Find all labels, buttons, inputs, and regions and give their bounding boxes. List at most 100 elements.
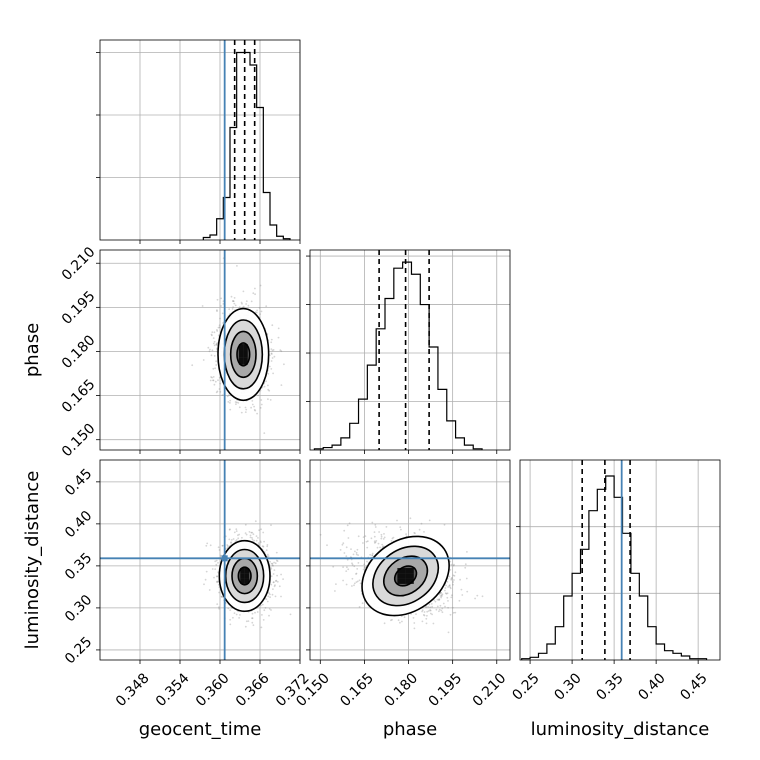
sample-point	[240, 301, 243, 304]
sample-point	[465, 577, 468, 580]
sample-point	[423, 611, 426, 613]
sample-point	[250, 531, 253, 534]
density-peak	[244, 568, 250, 574]
sample-point	[213, 576, 215, 579]
x-axis-label-geocent_time: geocent_time	[139, 719, 262, 740]
sample-point	[381, 545, 384, 548]
sample-point	[244, 406, 247, 409]
sample-point	[237, 402, 240, 404]
sample-point	[271, 593, 274, 596]
sample-point	[434, 600, 437, 603]
histogram-step	[521, 475, 708, 660]
sample-point	[413, 532, 416, 534]
sample-point	[425, 617, 428, 620]
sample-point	[202, 359, 205, 361]
sample-point	[213, 344, 216, 347]
sample-point	[259, 313, 261, 315]
sample-point	[430, 603, 433, 605]
sample-point	[228, 538, 231, 541]
sample-point	[447, 606, 449, 609]
sample-point	[253, 539, 256, 542]
scatter-points	[191, 257, 285, 434]
sample-point	[454, 571, 457, 574]
sample-point	[217, 334, 220, 337]
sample-point	[212, 367, 215, 370]
sample-point	[272, 372, 274, 375]
sample-point	[232, 300, 234, 302]
sample-point	[205, 544, 208, 547]
sample-point	[219, 317, 221, 320]
sample-point	[220, 596, 223, 598]
histogram-step	[202, 51, 291, 240]
sample-point	[250, 300, 253, 303]
sample-point	[270, 368, 273, 370]
sample-point	[449, 613, 452, 616]
sample-point	[255, 311, 258, 314]
density-peak	[238, 357, 244, 365]
sample-point	[350, 548, 352, 550]
sample-point	[216, 329, 218, 331]
sample-point	[204, 578, 207, 581]
sample-point	[357, 554, 359, 556]
sample-point	[359, 582, 362, 585]
sample-point	[232, 538, 235, 540]
sample-point	[216, 309, 218, 311]
sample-point	[216, 603, 219, 605]
sample-point	[244, 523, 247, 526]
sample-point	[347, 568, 350, 571]
sample-point	[268, 389, 271, 392]
sample-point	[233, 612, 236, 614]
sample-point	[251, 617, 253, 620]
sample-point	[444, 605, 446, 608]
sample-point	[218, 591, 221, 594]
sample-point	[326, 544, 328, 547]
sample-point	[238, 617, 241, 619]
sample-point	[450, 563, 453, 566]
sample-point	[356, 568, 359, 570]
sample-point	[227, 401, 230, 403]
sample-point	[214, 380, 217, 383]
sample-point	[255, 535, 258, 537]
sample-point	[342, 542, 345, 545]
sample-point	[452, 583, 454, 586]
sample-point	[277, 336, 280, 339]
sample-point	[351, 585, 353, 587]
sample-point	[206, 542, 209, 545]
sample-point	[268, 365, 271, 368]
sample-point	[272, 588, 274, 590]
sample-point	[229, 399, 232, 402]
sample-point	[431, 605, 433, 608]
sample-point	[218, 606, 220, 608]
sample-point	[280, 573, 282, 576]
sample-point	[218, 324, 221, 327]
sample-point	[218, 607, 221, 610]
sample-point	[392, 536, 395, 539]
sample-point	[265, 305, 268, 308]
sample-point	[426, 610, 429, 613]
sample-point	[208, 350, 211, 353]
sample-point	[366, 560, 368, 563]
scatter-points	[319, 517, 484, 634]
sample-point	[254, 293, 256, 296]
sample-point	[274, 595, 277, 598]
sample-point	[412, 617, 415, 619]
sample-point	[345, 555, 348, 558]
sample-point	[232, 616, 234, 619]
sample-point	[443, 523, 446, 526]
sample-point	[251, 537, 253, 539]
sample-point	[445, 584, 447, 587]
sample-point	[453, 563, 455, 566]
sample-point	[214, 568, 217, 570]
sample-point	[251, 621, 254, 624]
sample-point	[251, 403, 254, 406]
sample-point	[271, 562, 274, 565]
sample-point	[414, 532, 416, 535]
sample-point	[256, 309, 258, 312]
sample-point	[213, 383, 216, 386]
sample-point	[211, 376, 214, 379]
sample-point	[373, 540, 376, 543]
sample-point	[211, 349, 214, 352]
sample-point	[282, 578, 284, 580]
sample-point	[427, 605, 429, 608]
sample-point	[345, 583, 348, 586]
